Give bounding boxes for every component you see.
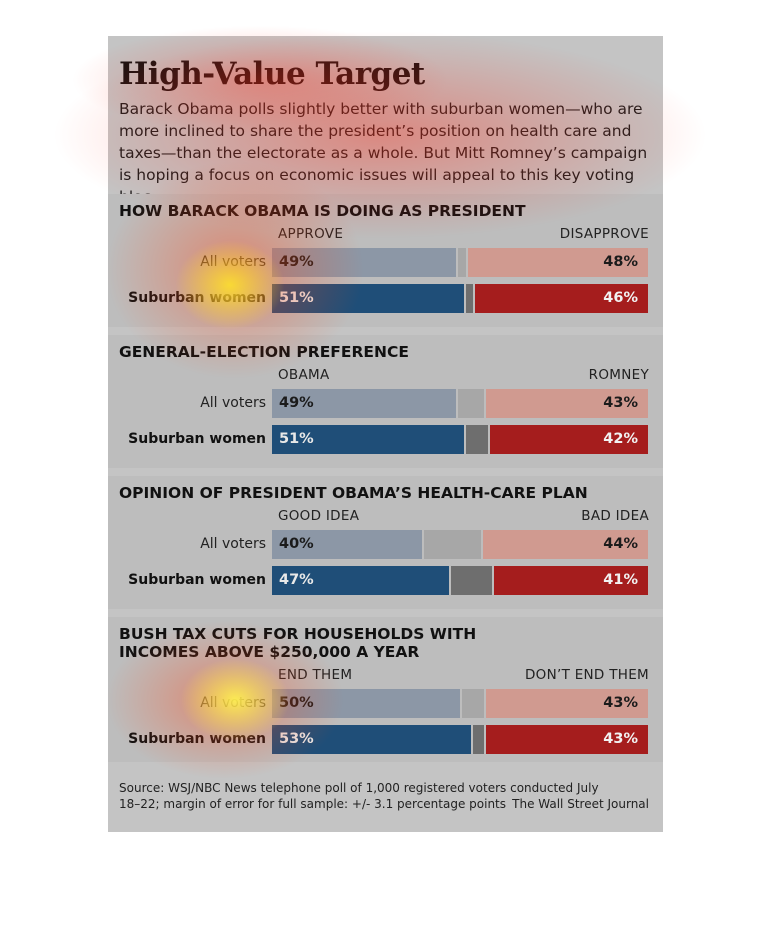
bar-segment-right (467, 248, 648, 277)
bar-segment-right (486, 689, 648, 718)
right-value-label: 44% (603, 536, 638, 552)
credit-line: The Wall Street Journal (512, 797, 649, 811)
right-value-label: 41% (603, 572, 638, 588)
bar-segment-right (486, 725, 648, 754)
bar-segment-left (272, 389, 457, 418)
bar-segment-right (482, 530, 648, 559)
source-note: Source: WSJ/NBC News telephone poll of 1… (119, 781, 599, 811)
left-value-label: 47% (279, 572, 314, 588)
chart-section-2: GENERAL-ELECTION PREFERENCE OBAMA ROMNEY Al… (108, 335, 663, 468)
right-value-label: 48% (603, 254, 638, 270)
bar-segment-right (493, 566, 648, 595)
left-value-label: 50% (279, 695, 314, 711)
section-title: OPINION OF PRESIDENT OBAMA’S HEALTH-CARE… (119, 484, 588, 502)
section-title: BUSH TAX CUTS FOR HOUSEHOLDS WITH INCOME… (119, 625, 477, 661)
bar-segment-undecided (450, 566, 492, 595)
right-value-label: 46% (603, 290, 638, 306)
stacked-bar: 49% 48% (272, 248, 648, 277)
right-value-label: 43% (603, 395, 638, 411)
bar-segment-left (272, 530, 423, 559)
bar-segment-undecided (462, 689, 485, 718)
stacked-bar: 51% 46% (272, 284, 648, 313)
chart-section-4: BUSH TAX CUTS FOR HOUSEHOLDS WITH INCOME… (108, 617, 663, 762)
bar-segment-left (272, 284, 464, 313)
bar-segment-right (486, 389, 648, 418)
bar-segment-undecided (473, 725, 485, 754)
bar-segment-undecided (465, 284, 474, 313)
row-label-suburban-women: Suburban women (128, 431, 266, 447)
row-label-suburban-women: Suburban women (128, 572, 266, 588)
stacked-bar: 50% 43% (272, 689, 648, 718)
bar-segment-left (272, 566, 449, 595)
chart-section-3: OPINION OF PRESIDENT OBAMA’S HEALTH-CARE… (108, 476, 663, 609)
left-category-label: OBAMA (278, 367, 330, 383)
row-label-all-voters: All voters (200, 395, 266, 411)
infographic-title: High-Value Target (119, 56, 425, 92)
right-value-label: 43% (603, 731, 638, 747)
left-category-label: GOOD IDEA (278, 508, 360, 524)
bar-segment-undecided (424, 530, 481, 559)
stacked-bar: 51% 42% (272, 425, 648, 454)
bar-segment-undecided (458, 389, 485, 418)
left-value-label: 49% (279, 395, 314, 411)
left-value-label: 49% (279, 254, 314, 270)
bar-segment-right (475, 284, 648, 313)
stacked-bar: 53% 43% (272, 725, 648, 754)
right-category-label: BAD IDEA (581, 508, 649, 524)
row-label-suburban-women: Suburban women (128, 290, 266, 306)
bar-segment-undecided (458, 248, 466, 277)
bar-segment-left (272, 425, 464, 454)
right-category-label: ROMNEY (588, 367, 649, 383)
infographic-card: High-Value Target Barack Obama polls sli… (108, 36, 663, 832)
intro-text: Barack Obama polls slightly better with … (119, 100, 648, 206)
left-value-label: 51% (279, 431, 314, 447)
stacked-bar: 49% 43% (272, 389, 648, 418)
bar-segment-left (272, 725, 472, 754)
left-value-label: 40% (279, 536, 314, 552)
section-title: GENERAL-ELECTION PREFERENCE (119, 343, 409, 361)
left-value-label: 53% (279, 731, 314, 747)
row-label-all-voters: All voters (200, 254, 266, 270)
stacked-bar: 47% 41% (272, 566, 648, 595)
row-label-all-voters: All voters (200, 695, 266, 711)
section-title: HOW BARACK OBAMA IS DOING AS PRESIDENT (119, 202, 526, 220)
row-label-suburban-women: Suburban women (128, 731, 266, 747)
left-category-label: APPROVE (278, 226, 344, 242)
right-category-label: DON’T END THEM (524, 667, 649, 683)
bar-segment-undecided (465, 425, 489, 454)
right-value-label: 43% (603, 695, 638, 711)
left-value-label: 51% (279, 290, 314, 306)
bar-segment-left (272, 248, 457, 277)
right-value-label: 42% (603, 431, 638, 447)
bar-segment-left (272, 689, 460, 718)
bar-segment-right (490, 425, 648, 454)
chart-section-1: HOW BARACK OBAMA IS DOING AS PRESIDENT AP… (108, 194, 663, 327)
stacked-bar: 40% 44% (272, 530, 648, 559)
left-category-label: END THEM (278, 667, 353, 683)
row-label-all-voters: All voters (200, 536, 266, 552)
right-category-label: DISAPPROVE (559, 226, 649, 242)
